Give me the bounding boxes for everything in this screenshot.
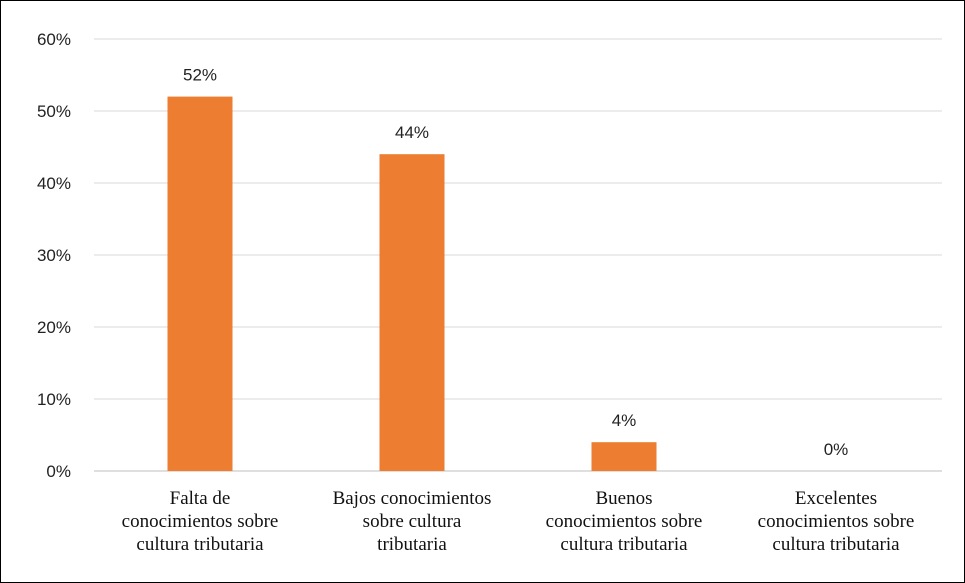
bar: [167, 96, 233, 471]
x-tick-label-line: conocimientos sobre: [121, 511, 279, 532]
y-tick-label: 0%: [46, 462, 71, 481]
x-tick-label: Excelentes conocimientos sobre cultura tri…: [730, 487, 942, 556]
x-tick-label-line: cultura tributaria: [772, 534, 900, 555]
x-tick-label: Buenos conocimientos sobre cultura tributa…: [518, 487, 730, 556]
y-tick-label: 60%: [37, 30, 71, 49]
x-tick-label: Falta de conocimientos sobre cultura tribu…: [94, 487, 306, 556]
x-tick-label-line: cultura tributaria: [560, 534, 688, 555]
x-tick-label-line: cultura tributaria: [136, 534, 264, 555]
data-label: 4%: [612, 411, 637, 430]
data-label: 0%: [824, 440, 849, 459]
x-tick-label-line: conocimientos sobre: [545, 511, 703, 532]
data-label: 52%: [183, 66, 217, 85]
y-tick-label: 50%: [37, 102, 71, 121]
y-tick-label: 40%: [37, 174, 71, 193]
x-tick-label-line: Falta de: [169, 488, 231, 509]
data-label: 44%: [395, 123, 429, 142]
x-tick-label-line: conocimientos sobre: [757, 511, 915, 532]
x-tick-label: Bajos conocimientos sobre cultura tributar…: [306, 487, 518, 556]
x-tick-label-line: Bajos conocimientos: [332, 488, 492, 509]
y-tick-label: 10%: [37, 390, 71, 409]
x-tick-label-line: sobre cultura: [362, 511, 462, 532]
bar: [591, 442, 657, 471]
bar: [379, 154, 445, 471]
x-tick-label-line: Buenos: [595, 488, 653, 509]
x-tick-label-line: tributaria: [377, 534, 447, 555]
y-tick-label: 20%: [37, 318, 71, 337]
x-tick-label-line: Excelentes: [794, 488, 878, 509]
y-tick-label: 30%: [37, 246, 71, 265]
